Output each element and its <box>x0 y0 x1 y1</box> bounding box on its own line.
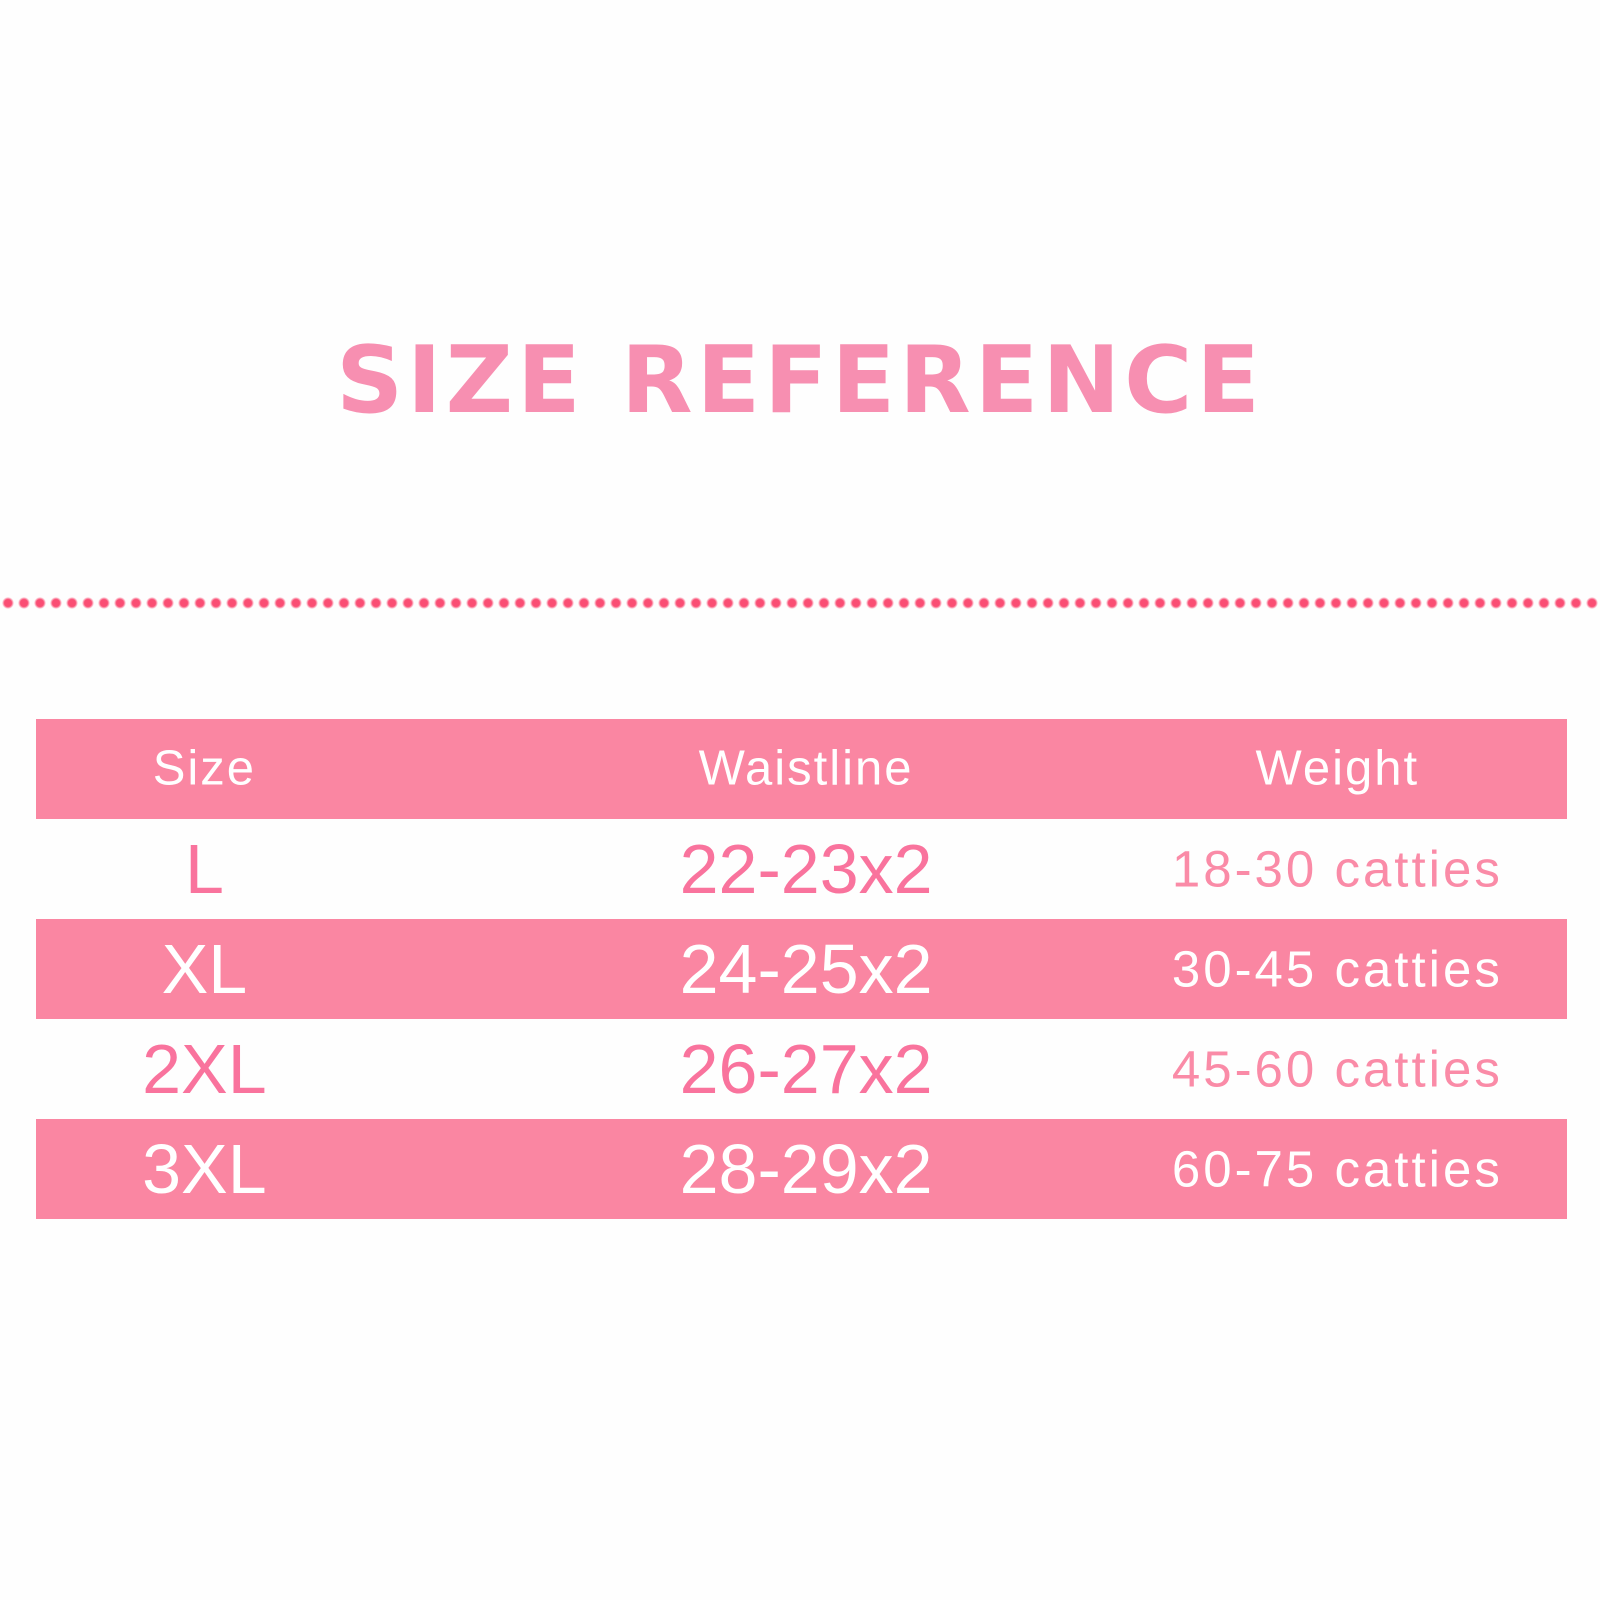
table-row: 2XL 26-27x2 45-60 catties <box>36 1019 1567 1119</box>
cell-waistline: 28-29x2 <box>679 1130 933 1208</box>
column-header-weight: Weight <box>1255 741 1420 796</box>
cell-weight: 30-45 catties <box>1171 940 1503 998</box>
table-header-row: Size Waistline Weight <box>36 719 1567 819</box>
cell-weight: 60-75 catties <box>1171 1140 1503 1198</box>
cell-waistline: 24-25x2 <box>679 930 933 1008</box>
page-title: SIZE REFERENCE <box>336 326 1264 434</box>
cell-size: 3XL <box>142 1130 267 1208</box>
cell-waistline: 26-27x2 <box>679 1030 933 1108</box>
size-table: Size Waistline Weight L 22-23x2 18-30 ca… <box>36 719 1567 1219</box>
cell-size: L <box>184 830 224 908</box>
table-row: 3XL 28-29x2 60-75 catties <box>36 1119 1567 1219</box>
column-header-size: Size <box>152 741 257 796</box>
cell-size: XL <box>161 930 248 1008</box>
column-header-waistline: Waistline <box>698 741 914 796</box>
table-row: L 22-23x2 18-30 catties <box>36 819 1567 919</box>
cell-weight: 18-30 catties <box>1171 840 1503 898</box>
cell-waistline: 22-23x2 <box>679 830 933 908</box>
cell-weight: 45-60 catties <box>1171 1040 1503 1098</box>
table-row: XL 24-25x2 30-45 catties <box>36 919 1567 1019</box>
dotted-divider <box>0 595 1600 611</box>
cell-size: 2XL <box>142 1030 267 1108</box>
